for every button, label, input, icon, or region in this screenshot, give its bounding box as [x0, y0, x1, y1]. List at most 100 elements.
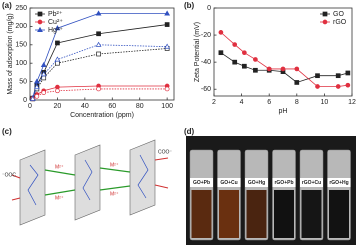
- marker: [218, 50, 224, 56]
- marker: [218, 30, 224, 35]
- marker: [164, 86, 170, 92]
- x-tick-label: 20: [54, 103, 62, 110]
- y-axis-label: Mass of adsorption (mg/g): [7, 13, 14, 94]
- legend-label: GO: [333, 11, 344, 18]
- marker: [95, 10, 102, 16]
- y-tick-label: -60: [201, 86, 211, 93]
- x-tick-label: 80: [136, 103, 144, 110]
- marker: [33, 78, 40, 84]
- legend-label: Pb²⁺: [48, 11, 63, 18]
- series-line: [220, 32, 348, 87]
- marker: [41, 90, 47, 95]
- vial-label: GO+Hg: [248, 180, 265, 186]
- marker: [96, 51, 101, 57]
- vial-content: [274, 190, 294, 238]
- y-axis-label: Zeta Potential (mV): [194, 22, 201, 82]
- marker: [164, 10, 171, 16]
- marker: [232, 59, 238, 65]
- vial-tag: [217, 178, 241, 187]
- marker: [33, 84, 40, 90]
- marker: [345, 82, 351, 88]
- vial-label: rGO+Pb: [274, 180, 293, 186]
- diagram-label: M²⁺: [55, 164, 64, 170]
- marker: [294, 80, 300, 85]
- vial-label: GO+Cu: [220, 180, 237, 186]
- marker: [253, 67, 258, 73]
- marker: [242, 63, 247, 69]
- marker: [242, 50, 247, 56]
- x-tick-label: 10: [321, 99, 329, 106]
- plot-frame: [29, 7, 175, 101]
- x-tick-label: 40: [81, 103, 89, 110]
- marker: [164, 43, 171, 49]
- vial-content: [301, 190, 322, 238]
- panel-label: (a): [2, 1, 12, 10]
- marker: [280, 66, 286, 72]
- vial-tag: [272, 178, 296, 187]
- vial-tag: [190, 178, 213, 187]
- y-tick-label: 50: [19, 78, 27, 85]
- vial-content: [219, 190, 239, 238]
- vial-content: [191, 190, 212, 238]
- x-tick-label: 60: [108, 103, 116, 110]
- marker: [34, 93, 40, 99]
- molecular-diagram: [11, 139, 169, 226]
- marker: [232, 42, 238, 47]
- legend-marker: [37, 11, 43, 17]
- legend-label: Hg²⁺: [48, 27, 63, 34]
- marker: [40, 61, 47, 67]
- x-tick-label: 100: [161, 103, 173, 110]
- plot-frame: [213, 7, 353, 97]
- panel-label: (c): [2, 127, 12, 136]
- y-tick-label: 0: [23, 97, 27, 104]
- marker: [266, 66, 272, 72]
- legend-marker: [322, 19, 328, 25]
- marker: [54, 56, 61, 62]
- vial-tag: [300, 178, 323, 187]
- marker: [164, 22, 170, 27]
- marker: [40, 71, 47, 77]
- diagram-label: M²⁺: [55, 195, 64, 201]
- marker: [335, 84, 341, 89]
- charts: 0 20 40 60 80 100050100150200250Concentration…: [7, 5, 356, 119]
- vial-label: rGO+Hg: [329, 180, 348, 186]
- x-tick-label: 6: [267, 99, 271, 106]
- marker: [55, 88, 60, 94]
- diagram-label: M²⁺: [110, 162, 119, 168]
- legend-marker: [37, 26, 43, 32]
- marker: [55, 60, 60, 66]
- diagram-label: ⁻OOC: [2, 172, 16, 178]
- x-axis-label: Concentration (ppm): [70, 112, 134, 119]
- marker: [54, 25, 61, 31]
- y-tick-label: 250: [15, 5, 27, 12]
- y-tick-label: 150: [15, 42, 27, 49]
- vials: GO+Pb GO+Cu GO+Hg rGO+Pb rGO+Cu rGO+Hg: [189, 149, 351, 241]
- diagram-label: COO⁻: [158, 149, 172, 155]
- x-tick-label: 0: [28, 103, 32, 110]
- marker: [253, 57, 258, 62]
- x-tick-label: 2: [212, 99, 216, 106]
- vial-content: [329, 190, 349, 238]
- marker: [29, 95, 36, 101]
- legend-marker: [37, 19, 43, 25]
- marker: [335, 73, 341, 79]
- y-tick-label: -40: [201, 59, 211, 66]
- panel-label: (d): [184, 127, 195, 136]
- panel-label: (b): [184, 1, 195, 10]
- series-line: [32, 13, 168, 99]
- y-tick-label: 200: [15, 23, 27, 30]
- marker: [315, 73, 320, 79]
- vial-tag: [327, 178, 351, 187]
- diagram-label: M²⁺: [110, 191, 119, 197]
- marker: [345, 70, 351, 76]
- marker: [294, 66, 300, 72]
- legend-marker: [322, 11, 328, 17]
- marker: [96, 86, 101, 92]
- vial-content: [246, 190, 267, 238]
- marker: [95, 41, 102, 47]
- legend-label: Cu²⁺: [48, 19, 63, 26]
- x-axis-label: pH: [279, 108, 288, 115]
- x-tick-label: 4: [240, 99, 244, 106]
- y-tick-label: -20: [201, 32, 211, 39]
